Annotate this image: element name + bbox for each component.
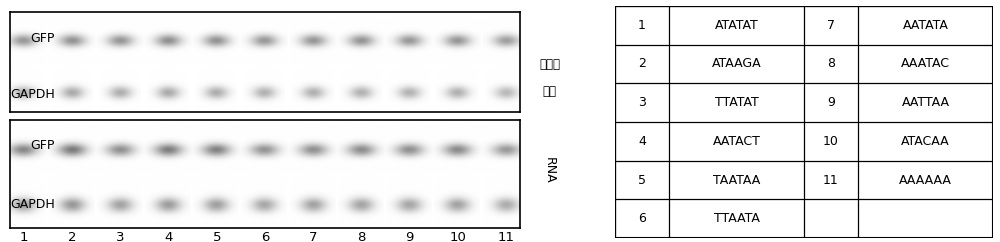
Text: TAATAA: TAATAA: [713, 174, 760, 187]
Text: 9: 9: [827, 96, 835, 109]
Text: ATACAA: ATACAA: [901, 135, 950, 148]
Text: AATTAA: AATTAA: [902, 96, 950, 109]
Text: 4: 4: [638, 135, 646, 148]
Text: ATAAGA: ATAAGA: [712, 58, 761, 70]
Text: ATATAT: ATATAT: [715, 19, 758, 32]
Text: GFP: GFP: [31, 31, 55, 45]
Text: 11: 11: [498, 231, 515, 242]
Text: 7: 7: [309, 231, 317, 242]
Text: 6: 6: [261, 231, 269, 242]
Text: 10: 10: [823, 135, 839, 148]
Text: 5: 5: [638, 174, 646, 187]
Text: 1: 1: [638, 19, 646, 32]
Text: TTAATA: TTAATA: [714, 212, 759, 225]
Text: 8: 8: [357, 231, 366, 242]
Text: 7: 7: [827, 19, 835, 32]
Text: 印迹: 印迹: [542, 85, 556, 98]
Text: AATACT: AATACT: [713, 135, 760, 148]
Text: 1: 1: [20, 231, 28, 242]
Text: 蛋白质: 蛋白质: [539, 58, 560, 71]
Text: GAPDH: GAPDH: [10, 198, 55, 211]
Text: 9: 9: [405, 231, 414, 242]
Text: 11: 11: [823, 174, 839, 187]
Text: 4: 4: [164, 231, 173, 242]
Text: TTATAT: TTATAT: [715, 96, 758, 109]
Text: GAPDH: GAPDH: [10, 88, 55, 100]
Text: AAATAC: AAATAC: [901, 58, 950, 70]
Text: AAAAAA: AAAAAA: [899, 174, 952, 187]
Text: 5: 5: [213, 231, 221, 242]
Text: 3: 3: [638, 96, 646, 109]
Text: 2: 2: [638, 58, 646, 70]
Text: RNA: RNA: [543, 157, 556, 184]
Text: GFP: GFP: [31, 139, 55, 152]
Text: 10: 10: [449, 231, 466, 242]
Text: 2: 2: [68, 231, 76, 242]
Text: 3: 3: [116, 231, 125, 242]
Text: 6: 6: [638, 212, 646, 225]
Text: AATATA: AATATA: [903, 19, 948, 32]
Text: 8: 8: [827, 58, 835, 70]
